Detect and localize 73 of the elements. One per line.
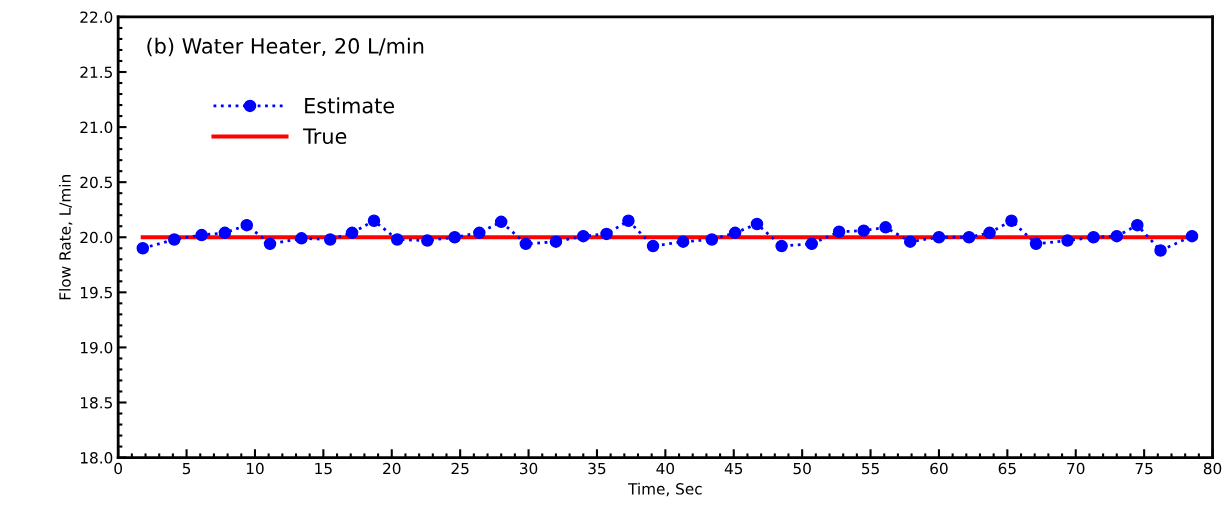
point: [1154, 244, 1167, 257]
point: [622, 214, 635, 227]
point: [240, 218, 254, 232]
x-tick-label: 55: [862, 462, 879, 475]
point: [549, 235, 563, 248]
y-tick-label: 19.5: [80, 286, 112, 299]
y-tick-label: 18.5: [80, 396, 112, 409]
x-tick-label: 40: [656, 462, 675, 475]
legend-label: Estimate: [305, 97, 395, 114]
point: [600, 227, 613, 241]
annotation: (b) Water Heater, 20 L/min: [147, 37, 424, 57]
point: [295, 232, 308, 245]
point: [1185, 229, 1199, 243]
point: [577, 229, 590, 243]
y-tick-label: 21.0: [80, 121, 113, 134]
x-tick-label: 75: [1135, 462, 1153, 475]
x-tick-label: 35: [588, 462, 606, 475]
x-tick-label: 70: [1067, 462, 1085, 475]
x-tick-label: 15: [315, 462, 332, 475]
y-tick-label: 22.0: [80, 11, 113, 23]
point: [494, 215, 508, 229]
point: [962, 231, 976, 244]
y-tick-label: 20.0: [80, 231, 113, 244]
legend-label: True: [303, 128, 347, 145]
point: [195, 228, 208, 242]
point: [168, 233, 181, 246]
point: [932, 231, 946, 244]
point: [832, 225, 846, 238]
point: [1131, 218, 1144, 232]
point: [676, 235, 690, 248]
point: [879, 221, 892, 234]
x-tick-label: 0: [114, 462, 123, 475]
point: [323, 233, 337, 246]
point: [263, 237, 277, 251]
point: [903, 235, 917, 248]
point: [218, 226, 232, 240]
point: [728, 226, 742, 240]
point: [1029, 237, 1043, 251]
point: [1087, 231, 1100, 244]
x-axis-title: Time, Sec: [628, 482, 702, 497]
point: [390, 233, 404, 246]
point: [448, 231, 461, 244]
point: [750, 217, 764, 231]
x-tick-label: 10: [246, 462, 264, 475]
point: [1110, 229, 1124, 243]
point: [367, 214, 381, 227]
x-tick-label: 25: [451, 462, 469, 475]
x-tick-label: 45: [724, 462, 743, 475]
point: [1061, 234, 1074, 247]
x-tick-label: 60: [930, 462, 948, 475]
point: [421, 234, 434, 247]
x-tick-label: 5: [182, 462, 191, 475]
y-tick-label: 18.0: [80, 452, 113, 464]
x-tick-label: 65: [998, 462, 1016, 475]
point: [136, 242, 150, 255]
point: [345, 226, 359, 240]
x-tick-label: 50: [793, 462, 811, 475]
y-tick-label: 21.5: [80, 66, 112, 79]
point: [857, 224, 870, 237]
y-axis-title: Flow Rate, L/min: [58, 175, 73, 300]
x-tick-label: 20: [383, 462, 401, 475]
point: [646, 239, 660, 253]
point: [705, 233, 719, 246]
y-tick-label: 20.5: [80, 176, 112, 189]
point: [775, 239, 788, 253]
point: [473, 226, 486, 240]
x-tick-label: 30: [520, 462, 538, 475]
y-tick-label: 19.0: [80, 341, 113, 354]
point: [519, 237, 533, 251]
x-tick-label: 80: [1203, 462, 1222, 475]
point: [983, 226, 996, 240]
point: [1005, 214, 1018, 227]
point: [805, 237, 818, 251]
